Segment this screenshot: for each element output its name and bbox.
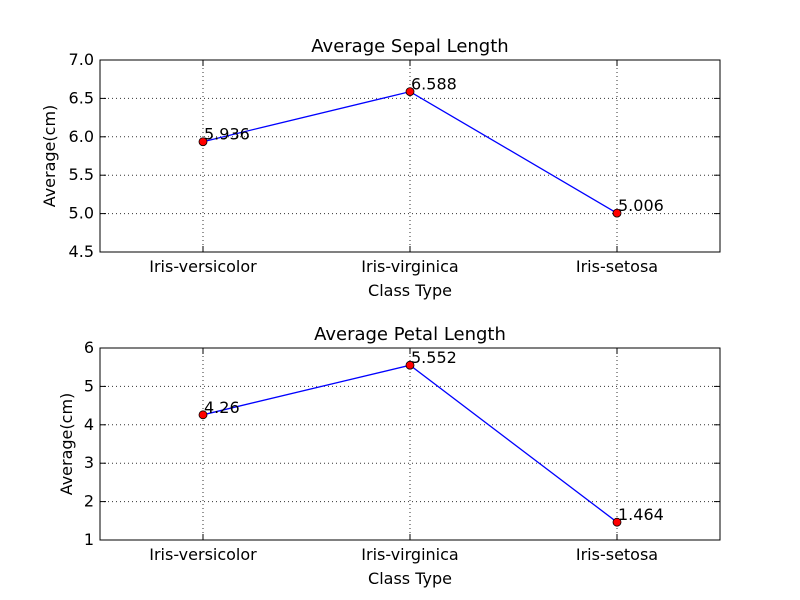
x-tick-label-1-0: Iris-versicolor xyxy=(149,257,257,276)
chart-panel-2: 1 2 3 4 5 6 Iris-versicolor Iris-virginica Iris-… xyxy=(57,324,721,588)
chart-panel-1: 4.5 5.0 5.5 6.0 6.5 7.0 Iris-versicolor Iris-vi… xyxy=(40,36,721,300)
chart-title-2: Average Petal Length xyxy=(314,324,506,345)
x-tick-label-2-1: Iris-virginica xyxy=(361,545,458,564)
x-axis-label-1: Class Type xyxy=(368,281,452,300)
data-label-2-1: 5.552 xyxy=(411,348,457,367)
data-point-1-0 xyxy=(198,137,208,147)
y-tick-label-1-4: 6.5 xyxy=(69,88,94,107)
y-tick-label-2-1: 2 xyxy=(84,492,94,511)
data-point-2-0 xyxy=(198,410,208,420)
x-axis-label-2: Class Type xyxy=(368,569,452,588)
y-tick-label-1-2: 5.5 xyxy=(69,165,94,184)
y-tick-label-1-1: 5.0 xyxy=(69,204,94,223)
x-tick-label-2-0: Iris-versicolor xyxy=(149,545,257,564)
data-label-1-2: 5.006 xyxy=(618,196,664,215)
y-tick-label-1-5: 7.0 xyxy=(69,50,94,69)
y-tick-label-2-5: 6 xyxy=(84,338,94,357)
y-tick-label-2-0: 1 xyxy=(84,530,94,549)
data-point-2-2 xyxy=(612,517,622,527)
y-tick-label-2-3: 4 xyxy=(84,415,94,434)
data-point-1-2 xyxy=(612,208,622,218)
y-tick-label-1-3: 6.0 xyxy=(69,127,94,146)
data-label-2-2: 1.464 xyxy=(618,505,664,524)
data-label-1-1: 6.588 xyxy=(411,75,457,94)
data-point-1-1 xyxy=(405,87,415,97)
y-tick-label-1-0: 4.5 xyxy=(69,242,94,261)
y-axis-label-1: Average(cm) xyxy=(40,105,59,208)
y-tick-label-2-2: 3 xyxy=(84,453,94,472)
data-point-2-1 xyxy=(405,360,415,370)
x-tick-label-1-2: Iris-setosa xyxy=(576,257,658,276)
x-tick-label-1-1: Iris-virginica xyxy=(361,257,458,276)
chart-title-1: Average Sepal Length xyxy=(311,36,508,57)
data-label-2-0: 4.26 xyxy=(204,398,240,417)
y-axis-label-2: Average(cm) xyxy=(57,393,76,496)
y-tick-label-2-4: 5 xyxy=(84,376,94,395)
data-label-1-0: 5.936 xyxy=(204,125,250,144)
x-tick-label-2-2: Iris-setosa xyxy=(576,545,658,564)
